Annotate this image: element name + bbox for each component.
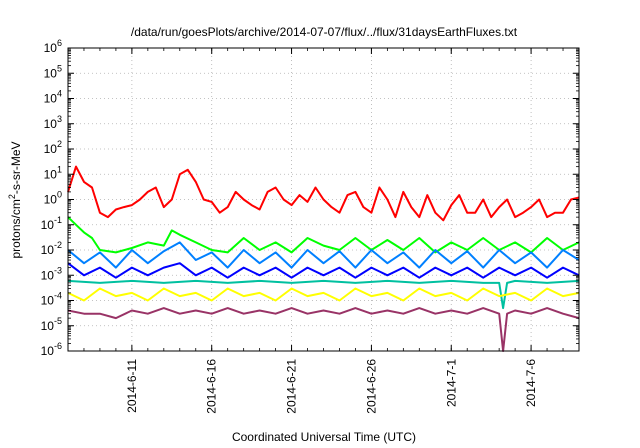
x-tick-label: 2014-7-1 bbox=[444, 359, 458, 407]
y-tick-label: 105 bbox=[44, 63, 62, 80]
chart-title: /data/run/goesPlots/archive/2014-07-07/f… bbox=[131, 25, 518, 39]
y-tick-label: 10-4 bbox=[41, 291, 62, 308]
y-tick-base: 10 bbox=[44, 41, 58, 55]
y-tick-exp: 2 bbox=[57, 139, 62, 149]
y-tick-base: 10 bbox=[41, 344, 55, 358]
plot-area bbox=[67, 47, 580, 352]
y-tick-label: 104 bbox=[44, 89, 62, 106]
y-tick-exp: -5 bbox=[54, 316, 62, 326]
y-tick-base: 10 bbox=[41, 294, 55, 308]
x-tick-label: 2014-6-26 bbox=[364, 359, 378, 414]
y-tick-base: 10 bbox=[44, 167, 58, 181]
y-tick-base: 10 bbox=[44, 193, 58, 207]
y-tick-exp: -4 bbox=[54, 291, 62, 301]
x-tick-label: 2014-6-21 bbox=[285, 359, 299, 414]
y-tick-exp: -2 bbox=[54, 240, 62, 250]
y-tick-label: 106 bbox=[44, 38, 62, 55]
y-tick-base: 10 bbox=[41, 319, 55, 333]
series-line bbox=[67, 165, 580, 222]
y-tick-exp: -1 bbox=[54, 215, 62, 225]
x-tick-labels: 2014-6-11 2014-6-16 2014-6-21 2014-6-26 2014… bbox=[125, 359, 538, 414]
y-tick-exp: 5 bbox=[57, 63, 62, 73]
y-tick-label: 10-5 bbox=[41, 316, 62, 333]
y-tick-base: 10 bbox=[44, 142, 58, 156]
ticks bbox=[67, 47, 580, 352]
series-line bbox=[67, 216, 580, 254]
y-tick-exp: 4 bbox=[57, 89, 62, 99]
y-tick-label: 10-6 bbox=[41, 341, 62, 358]
x-tick-label: 2014-6-11 bbox=[125, 359, 139, 413]
y-tick-label: 101 bbox=[44, 164, 62, 181]
y-tick-base: 10 bbox=[44, 117, 58, 131]
y-tick-base: 10 bbox=[44, 92, 58, 106]
y-tick-label: 103 bbox=[44, 114, 62, 131]
y-tick-label: 10-3 bbox=[41, 265, 62, 282]
y-tick-base: 10 bbox=[44, 66, 58, 80]
y-tick-label: 10-1 bbox=[41, 215, 62, 232]
y-tick-label: 100 bbox=[44, 190, 62, 207]
series-layer bbox=[67, 165, 580, 352]
y-axis-label: protons/cm2-s-sr-MeV bbox=[7, 141, 23, 258]
series-line bbox=[67, 241, 580, 269]
series-line bbox=[67, 262, 580, 279]
y-tick-base: 10 bbox=[41, 218, 55, 232]
y-tick-exp: 3 bbox=[57, 114, 62, 124]
y-tick-exp: -6 bbox=[54, 341, 62, 351]
y-tick-exp: 6 bbox=[57, 38, 62, 48]
series-line bbox=[67, 307, 580, 352]
x-tick-label: 2014-6-16 bbox=[205, 359, 219, 414]
y-axis-label-tail: -s-sr-MeV bbox=[9, 141, 23, 194]
y-axis-label-main: protons/cm bbox=[9, 199, 23, 258]
y-tick-labels: 10-610-510-410-310-210-11001011021031041… bbox=[41, 38, 62, 358]
y-tick-base: 10 bbox=[41, 243, 55, 257]
y-tick-label: 102 bbox=[44, 139, 62, 156]
y-tick-exp: 1 bbox=[57, 164, 62, 174]
x-axis-label: Coordinated Universal Time (UTC) bbox=[232, 430, 416, 444]
y-axis-label-sup: 2 bbox=[7, 194, 17, 199]
y-tick-label: 10-2 bbox=[41, 240, 62, 257]
series-line bbox=[67, 287, 580, 302]
x-tick-label: 2014-7-6 bbox=[524, 359, 538, 407]
y-tick-exp: -3 bbox=[54, 265, 62, 275]
y-tick-exp: 0 bbox=[57, 190, 62, 200]
series-line bbox=[67, 279, 580, 310]
y-tick-base: 10 bbox=[41, 268, 55, 282]
